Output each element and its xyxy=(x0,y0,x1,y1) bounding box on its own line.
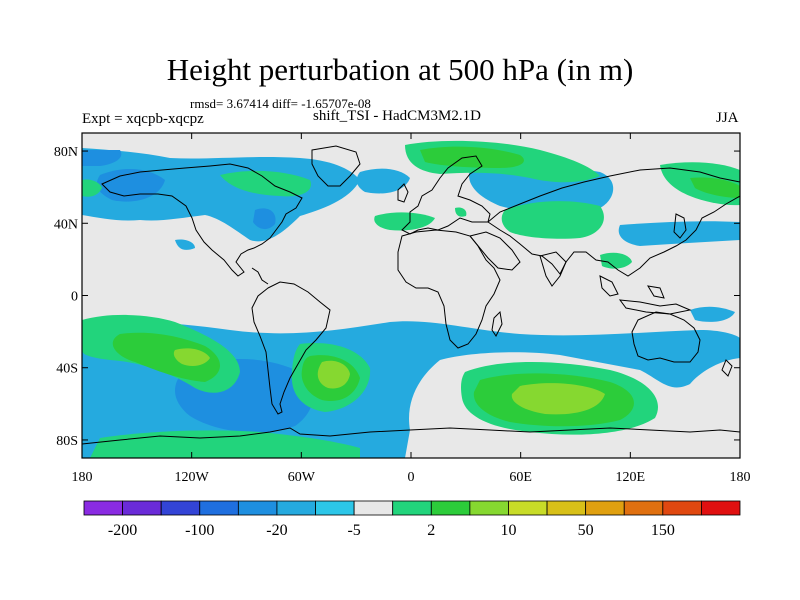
lon-tick-label: 180 xyxy=(730,470,751,485)
colorbar-swatch xyxy=(160,500,201,516)
colorbar-swatch xyxy=(122,500,162,516)
colorbar-swatch xyxy=(392,500,432,516)
experiment-label: Expt = xqcpb-xqcpz xyxy=(82,111,204,127)
colorbar-label: -200 xyxy=(108,522,137,539)
lon-tick-label: 0 xyxy=(408,470,415,485)
run-label: shift_TSI - HadCM3M2.1D xyxy=(313,108,481,124)
colorbar-label: -100 xyxy=(185,522,214,539)
colorbar-swatch xyxy=(199,500,239,516)
colorbar: -200 -100 -20 -5 2 10 50 150 xyxy=(83,500,741,539)
contour-shading xyxy=(82,140,740,458)
colorbar-swatch xyxy=(237,500,278,516)
lat-tick-label: 80N xyxy=(54,145,78,160)
colorbar-swatch xyxy=(508,500,548,516)
lon-tick-label: 120E xyxy=(616,470,646,485)
colorbar-label: 2 xyxy=(427,522,435,539)
colorbar-swatch xyxy=(623,500,664,516)
colorbar-swatch xyxy=(585,500,625,516)
colorbar-label: 50 xyxy=(578,522,594,539)
colorbar-swatch xyxy=(469,500,509,516)
colorbar-swatch xyxy=(701,500,741,516)
colorbar-swatch xyxy=(83,500,123,516)
lat-tick-label: 0 xyxy=(71,290,78,305)
lat-axis: 80N 40N 0 40S 80S xyxy=(54,145,740,449)
colorbar-swatch xyxy=(430,500,471,516)
lon-tick-label: 60W xyxy=(288,470,316,485)
lon-tick-label: 180 xyxy=(72,470,93,485)
lat-tick-label: 40N xyxy=(54,217,78,232)
lat-tick-label: 80S xyxy=(56,434,78,449)
colorbar-label: 10 xyxy=(500,522,516,539)
season-label: JJA xyxy=(716,110,739,126)
colorbar-label: -5 xyxy=(347,522,360,539)
colorbar-swatch xyxy=(276,500,316,516)
colorbar-label: -20 xyxy=(266,522,287,539)
stats-line: rmsd= 3.67414 diff= -1.65707e-08 xyxy=(190,96,371,111)
colorbar-swatch xyxy=(353,500,394,516)
lon-axis: 180 120W 60W 0 60E 120E 180 xyxy=(72,133,751,485)
colorbar-swatch xyxy=(662,500,702,516)
map-panel xyxy=(82,133,740,458)
colorbar-swatch xyxy=(546,500,587,516)
colorbar-swatch xyxy=(315,500,355,516)
lon-tick-label: 60E xyxy=(509,470,532,485)
coastlines xyxy=(82,145,740,445)
colorbar-label: 150 xyxy=(651,522,675,539)
lat-tick-label: 40S xyxy=(56,362,78,377)
plot-title: Height perturbation at 500 hPa (in m) xyxy=(166,52,634,87)
lon-tick-label: 120W xyxy=(175,470,210,485)
